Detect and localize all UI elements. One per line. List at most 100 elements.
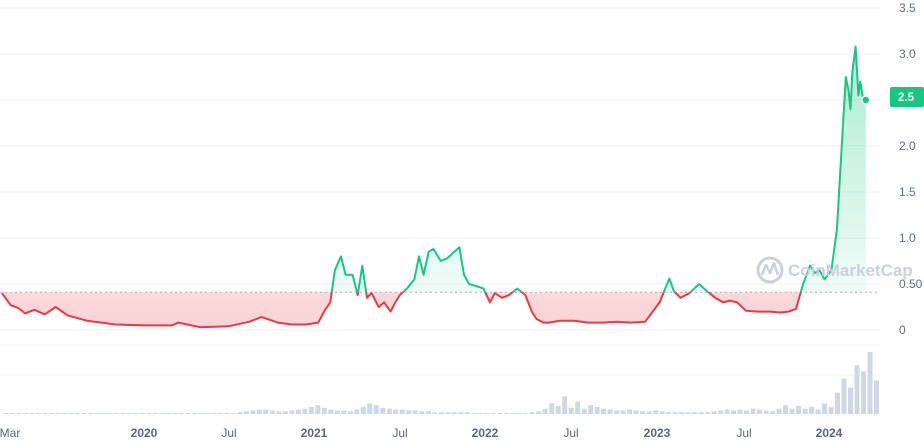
x-tick-label: Jul [563, 426, 578, 440]
y-tick-label: 1.5 [899, 185, 916, 199]
volume-bar [22, 413, 28, 414]
x-tick-label: 2023 [644, 426, 671, 440]
volume-bar [737, 409, 743, 414]
volume-bar [841, 378, 847, 414]
volume-bar [139, 413, 145, 414]
volume-bar [477, 413, 483, 414]
volume-bar [451, 412, 457, 414]
y-tick-label: 2.0 [899, 139, 916, 153]
volume-bar [620, 410, 626, 414]
volume-bar [809, 406, 815, 414]
volume-bar [822, 403, 828, 414]
volume-bar [679, 412, 685, 414]
volume-bar [503, 413, 509, 414]
volume-bar [295, 409, 301, 414]
grid-lines [0, 7, 880, 376]
volume-bar [55, 413, 61, 414]
volume-bar [744, 410, 750, 414]
volume-bar [601, 408, 607, 414]
volume-bar [718, 410, 724, 414]
volume-bar [373, 405, 379, 414]
x-tick-label: 2024 [816, 426, 843, 440]
volume-bar [607, 409, 613, 414]
volume-bar [724, 409, 730, 414]
volume-bar [185, 413, 191, 414]
volume-bar [107, 413, 113, 414]
volume-bar [763, 410, 769, 414]
volume-bar [666, 412, 672, 414]
watermark: CoinMarketCap [756, 256, 913, 284]
volume-bar [204, 413, 210, 414]
volume-bar [243, 411, 249, 414]
volume-bar [555, 406, 561, 414]
volume-bar [510, 413, 516, 414]
x-tick-label: Jul [736, 426, 751, 440]
volume-bar [646, 411, 652, 414]
volume-bar [172, 413, 178, 414]
volume-bar [835, 392, 841, 414]
volume-bar [516, 413, 522, 414]
volume-bar [146, 413, 152, 414]
volume-bar [217, 413, 223, 414]
volume-bar [731, 410, 737, 414]
volume-bar [588, 405, 594, 414]
y-tick-label: 3.5 [899, 1, 916, 15]
volume-bar [406, 410, 412, 414]
coinmarketcap-logo-icon [756, 256, 784, 284]
volume-bar [640, 411, 646, 414]
volume-bar [861, 371, 867, 414]
volume-bar [393, 409, 399, 414]
current-price-dot [861, 95, 871, 105]
volume-bar [614, 410, 620, 414]
y-tick-label: 0.50 [899, 277, 923, 291]
volume-bar [94, 413, 100, 414]
y-tick-label: 0 [899, 323, 906, 337]
volume-bar [35, 413, 41, 414]
x-axis: Mar 2020 Jul 2021 Jul 2022 Jul 2023 Jul 2024 [0, 426, 843, 440]
volume-bar [399, 409, 405, 414]
volume-bar [315, 405, 321, 414]
volume-bar [815, 409, 821, 414]
volume-bar [445, 412, 451, 414]
volume-bar [542, 408, 548, 414]
price-area-down [1, 292, 866, 328]
volume-bar [549, 403, 555, 414]
volume-bar [133, 413, 139, 414]
volume-bar [484, 413, 490, 414]
volume-bar [367, 403, 373, 414]
volume-bar [685, 412, 691, 414]
volume-bar [432, 412, 438, 414]
volume-bar [42, 413, 48, 414]
volume-bar [490, 413, 496, 414]
volume-bar [341, 410, 347, 414]
price-area-up [331, 46, 866, 293]
volume-bar [692, 412, 698, 414]
volume-bar [471, 413, 477, 414]
volume-bar [68, 413, 74, 414]
volume-bar [497, 413, 503, 414]
volume-bar [237, 412, 243, 414]
volume-bar [87, 413, 93, 414]
volume-bar [802, 408, 808, 414]
volume-bar [672, 412, 678, 414]
volume-bar [523, 413, 529, 414]
volume-bar [289, 410, 295, 414]
x-tick-label: 2021 [301, 426, 328, 440]
volume-bar [757, 409, 763, 414]
volume-bar [347, 411, 353, 414]
volume-bar [412, 410, 418, 414]
volume-bar [3, 413, 9, 414]
volume-bar [360, 406, 366, 414]
volume-bar [529, 412, 535, 414]
volume-bar [575, 401, 581, 414]
volume-bar [126, 413, 132, 414]
volume-bar [250, 410, 256, 414]
volume-bar [425, 411, 431, 414]
price-line-down [1, 292, 802, 329]
volume-bar [354, 409, 360, 414]
x-tick-label: 2020 [131, 426, 158, 440]
volume-bar [594, 406, 600, 414]
volume-bar [159, 413, 165, 414]
volume-bar [783, 405, 789, 414]
